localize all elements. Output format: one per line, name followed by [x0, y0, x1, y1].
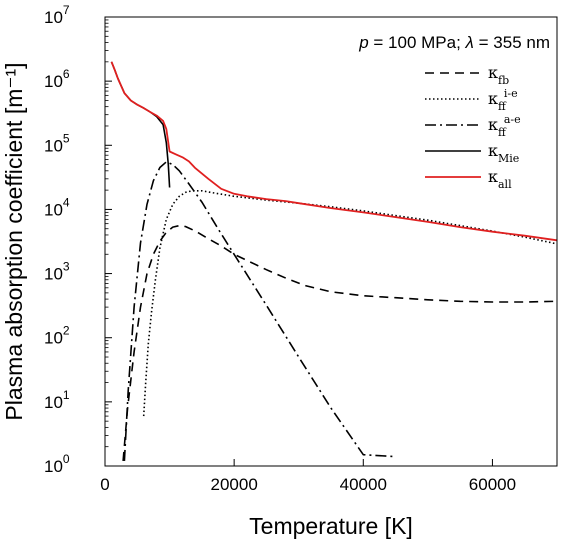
y-tick-label: 106: [44, 67, 70, 91]
y-tick-label: 104: [44, 195, 70, 219]
y-tick-label: 103: [44, 260, 70, 284]
x-tick-label: 40000: [340, 475, 387, 494]
y-tick-label: 102: [44, 324, 70, 348]
annotation-pressure: = 100 MPa;: [369, 33, 466, 52]
legend-label-4: κall: [488, 167, 512, 191]
y-tick-label: 101: [44, 388, 70, 412]
series-line-2: [123, 161, 396, 461]
y-tick-label: 105: [44, 131, 70, 155]
legend-label-0: κfb: [488, 63, 509, 87]
legend-label-1: κffi-e: [488, 87, 518, 113]
x-tick-label: 20000: [211, 475, 258, 494]
annotation-lambda: λ: [465, 33, 474, 52]
y-tick-label: 100: [44, 452, 70, 476]
x-tick-label: 60000: [469, 475, 516, 494]
x-tick-label: 0: [100, 475, 109, 494]
x-axis-title: Temperature [K]: [249, 513, 413, 539]
legend-label-2: κffa-e: [488, 113, 521, 139]
series-line-4: [110, 61, 558, 242]
series-line-3: [110, 61, 171, 188]
annotation-p: p: [358, 33, 368, 52]
series-layer: [110, 61, 558, 461]
chart-annotation: p = 100 MPa; λ = 355 nm: [358, 33, 550, 52]
series-line-1: [142, 190, 558, 417]
series-line-0: [122, 224, 558, 461]
y-tick-label: 107: [44, 3, 70, 27]
ticks-layer: 0 20000 40000 60000 100 101 102 103 104 105 106 107: [44, 3, 516, 494]
legend-label-3: κMie: [488, 141, 519, 165]
y-axis-title: Plasma absorption coefficient [m⁻¹]: [1, 62, 27, 420]
annotation-wavelength: = 355 nm: [474, 33, 550, 52]
plot-frame: [104, 16, 558, 467]
